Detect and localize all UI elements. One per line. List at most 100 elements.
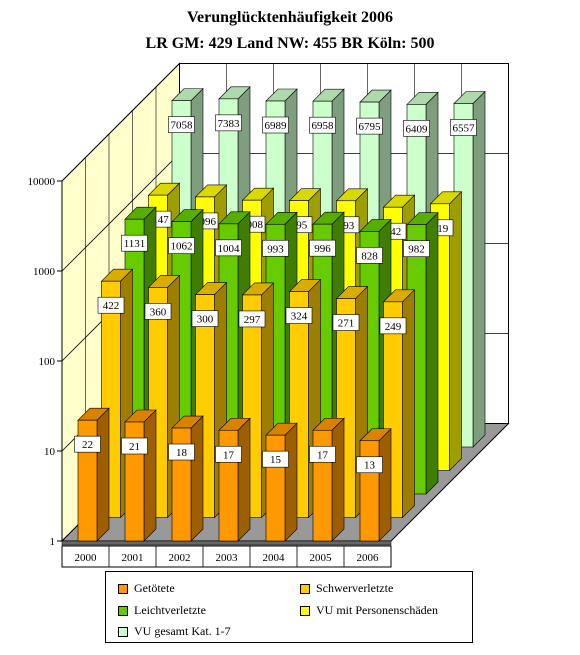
bar: 21	[121, 409, 157, 542]
bar-side	[237, 417, 251, 542]
bar: 17	[215, 417, 251, 542]
bar-side	[96, 407, 110, 542]
data-label-box	[309, 116, 336, 134]
data-label: 6557	[453, 122, 476, 134]
chart-area: 1 10 100 1000 10000 7058 7383 6989 6958 6795 6409 6…	[28, 62, 510, 568]
data-label-box	[168, 116, 195, 133]
bar: 22	[74, 407, 110, 542]
data-label-box	[121, 437, 148, 455]
bar-front	[359, 440, 380, 542]
data-label-box	[285, 307, 313, 324]
data-label-box	[215, 239, 242, 257]
data-label-box	[97, 296, 125, 314]
data-label: 17	[317, 449, 329, 461]
data-label: 996	[314, 243, 331, 255]
legend: Getötete Schwerverletzte Leichtverletzte…	[105, 571, 473, 643]
legend-item-getoetete: Getötete	[118, 581, 175, 596]
legend-item-leichtverletzte: Leichtverletzte	[118, 603, 206, 618]
data-label: 271	[338, 318, 355, 330]
data-label: 7058	[171, 120, 194, 132]
data-label: 982	[408, 244, 425, 256]
data-label-box	[450, 119, 477, 136]
y-tick-label: 10000	[28, 176, 56, 188]
data-label: 360	[150, 306, 167, 318]
bar-side	[472, 90, 486, 448]
data-label: 22	[82, 439, 93, 451]
legend-label: Getötete	[134, 581, 175, 595]
legend-swatch	[118, 605, 128, 616]
data-label-box	[215, 114, 242, 132]
bar-side	[190, 415, 204, 542]
y-tick-label: 1000	[33, 266, 56, 278]
data-label: 17	[223, 449, 235, 461]
data-label: 300	[197, 314, 214, 326]
data-label: 993	[267, 243, 284, 255]
data-label-box	[168, 443, 195, 461]
data-label-box	[356, 456, 383, 474]
chart-subtitle: LR GM: 429 Land NW: 455 BR Köln: 500	[145, 35, 435, 52]
data-label-box	[191, 310, 219, 327]
bar: 249	[379, 289, 416, 519]
data-label-box	[309, 445, 336, 463]
legend-item-vu-personenschaeden: VU mit Personenschäden	[300, 603, 438, 618]
data-label-box	[403, 120, 430, 137]
data-label: 422	[103, 300, 120, 312]
data-label-box	[74, 435, 101, 453]
data-label-box	[262, 116, 289, 134]
data-label: 828	[361, 250, 378, 262]
bar: 13	[356, 428, 392, 542]
y-tick-label: 100	[39, 356, 56, 368]
data-label-box	[144, 303, 172, 320]
x-tick-label: 2000	[75, 552, 98, 564]
bar-side	[331, 417, 345, 542]
data-label: 6989	[265, 120, 288, 132]
legend-item-vu-gesamt: VU gesamt Kat. 1-7	[118, 624, 231, 639]
data-label: 6958	[312, 120, 335, 132]
data-label-box	[168, 237, 195, 254]
data-label: 1004	[218, 243, 241, 255]
data-label-box	[356, 247, 383, 264]
data-label-box	[403, 240, 430, 258]
data-label: 21	[129, 441, 140, 453]
floor-edge	[61, 540, 392, 546]
data-label: 1062	[171, 241, 193, 253]
chart-title: Verunglücktenhäufigkeit 2006	[186, 9, 394, 26]
x-axis-label-row	[61, 545, 392, 568]
x-tick-label: 2004	[263, 552, 286, 564]
data-label: 249	[385, 321, 402, 333]
legend-label: VU gesamt Kat. 1-7	[134, 624, 231, 638]
data-label: 297	[244, 314, 261, 326]
bar: 18	[168, 415, 204, 542]
x-tick-label: 2003	[216, 552, 239, 564]
bar-side	[378, 428, 392, 542]
data-label-box	[238, 310, 266, 328]
data-label-box	[356, 117, 383, 135]
data-label-box	[332, 314, 360, 331]
data-label: 324	[291, 311, 308, 323]
data-label-box	[379, 317, 407, 335]
legend-swatch	[118, 583, 128, 594]
bar: 17	[309, 417, 345, 542]
data-label: 6795	[359, 121, 382, 133]
x-tick-label: 2001	[122, 552, 144, 564]
data-label-box	[309, 239, 336, 257]
data-label: 7383	[218, 118, 241, 130]
y-tick-label: 10	[44, 446, 56, 458]
data-label-box	[262, 239, 289, 257]
data-label: 15	[270, 454, 282, 466]
bar: 6557	[450, 90, 486, 448]
data-label: 1131	[124, 238, 146, 250]
legend-label: Leichtverletzte	[134, 603, 206, 617]
x-tick-label: 2006	[357, 552, 380, 564]
bar-side	[284, 422, 298, 542]
legend-swatch	[300, 583, 310, 594]
legend-swatch	[118, 626, 128, 637]
legend-label: Schwerverletzte	[316, 581, 394, 595]
data-label-box	[262, 450, 289, 468]
data-label: 6409	[406, 123, 429, 135]
legend-swatch	[300, 605, 310, 616]
y-tick-label: 1	[50, 536, 56, 548]
legend-label: VU mit Personenschäden	[316, 603, 438, 617]
x-tick-label: 2005	[310, 552, 333, 564]
data-label: 13	[364, 460, 376, 472]
